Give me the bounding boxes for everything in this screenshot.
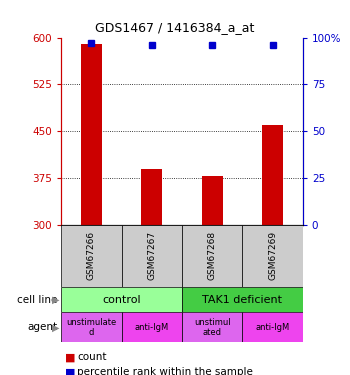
Text: cell line: cell line bbox=[18, 295, 58, 304]
Text: percentile rank within the sample: percentile rank within the sample bbox=[77, 368, 253, 375]
Text: control: control bbox=[102, 295, 141, 304]
Bar bbox=[141, 169, 162, 225]
Text: unstimulate
d: unstimulate d bbox=[66, 318, 117, 337]
Bar bbox=[242, 312, 303, 342]
Bar bbox=[61, 312, 122, 342]
Bar bbox=[81, 44, 102, 225]
Bar bbox=[242, 225, 303, 287]
Text: ■: ■ bbox=[65, 368, 75, 375]
Text: unstimul
ated: unstimul ated bbox=[194, 318, 231, 337]
Text: GSM67268: GSM67268 bbox=[208, 231, 217, 280]
Bar bbox=[61, 287, 182, 312]
Bar bbox=[262, 125, 283, 225]
Bar bbox=[122, 312, 182, 342]
Bar bbox=[182, 287, 303, 312]
Text: anti-IgM: anti-IgM bbox=[135, 323, 169, 332]
Text: ▶: ▶ bbox=[52, 322, 60, 332]
Text: GSM67266: GSM67266 bbox=[87, 231, 96, 280]
Text: TAK1 deficient: TAK1 deficient bbox=[202, 295, 282, 304]
Text: GSM67269: GSM67269 bbox=[268, 231, 277, 280]
Text: agent: agent bbox=[28, 322, 58, 332]
Bar bbox=[182, 312, 242, 342]
Bar bbox=[61, 225, 122, 287]
Bar bbox=[202, 176, 223, 225]
Text: anti-IgM: anti-IgM bbox=[256, 323, 290, 332]
Text: ▶: ▶ bbox=[52, 295, 60, 304]
Bar bbox=[122, 225, 182, 287]
Text: count: count bbox=[77, 352, 106, 362]
Text: ■: ■ bbox=[65, 352, 75, 362]
Text: GDS1467 / 1416384_a_at: GDS1467 / 1416384_a_at bbox=[95, 21, 255, 34]
Text: GSM67267: GSM67267 bbox=[147, 231, 156, 280]
Bar bbox=[182, 225, 242, 287]
